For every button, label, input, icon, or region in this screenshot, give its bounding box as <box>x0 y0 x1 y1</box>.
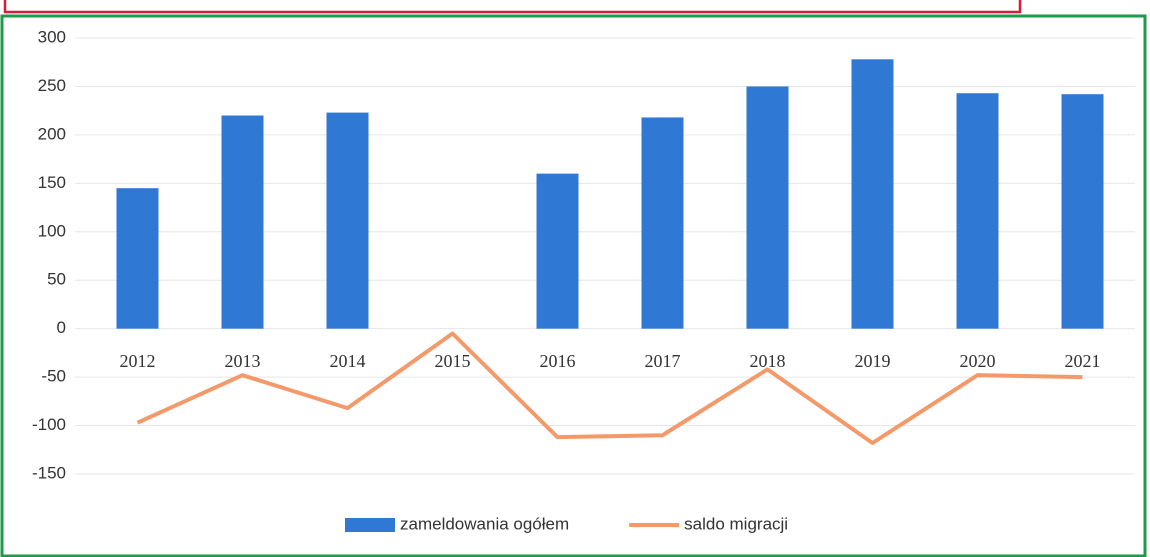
x-tick-label: 2021 <box>1065 351 1101 371</box>
x-tick-label: 2020 <box>960 351 996 371</box>
bar <box>956 93 999 329</box>
x-tick-label: 2012 <box>120 351 156 371</box>
y-tick-label: -50 <box>41 367 66 386</box>
x-tick-label: 2017 <box>645 351 681 371</box>
x-tick-label: 2015 <box>435 351 471 371</box>
bar <box>746 86 789 329</box>
y-tick-label: 100 <box>38 221 66 240</box>
legend-label: saldo migracji <box>684 514 788 533</box>
x-tick-label: 2019 <box>855 351 891 371</box>
legend-swatch <box>345 518 395 532</box>
y-tick-label: 150 <box>38 173 66 192</box>
bar <box>326 112 369 329</box>
x-tick-label: 2018 <box>750 351 786 371</box>
y-tick-label: -100 <box>32 415 66 434</box>
line-series <box>136 331 1083 445</box>
bar <box>536 173 579 329</box>
bar <box>116 188 159 329</box>
x-tick-label: 2013 <box>225 351 261 371</box>
y-tick-label: 200 <box>38 124 66 143</box>
y-tick-label: 0 <box>57 318 66 337</box>
y-tick-label: 300 <box>38 27 66 46</box>
y-tick-label: 250 <box>38 76 66 95</box>
legend-label: zameldowania ogółem <box>400 514 569 533</box>
y-tick-label: -150 <box>32 463 66 482</box>
bar <box>1061 94 1104 329</box>
bar <box>221 115 264 329</box>
bar <box>641 117 684 329</box>
highlight-frame <box>3 0 1022 14</box>
bar <box>851 59 894 329</box>
x-tick-label: 2016 <box>540 351 576 371</box>
y-tick-label: 50 <box>47 270 66 289</box>
x-tick-label: 2014 <box>330 351 366 371</box>
chart-frame <box>0 14 1147 557</box>
